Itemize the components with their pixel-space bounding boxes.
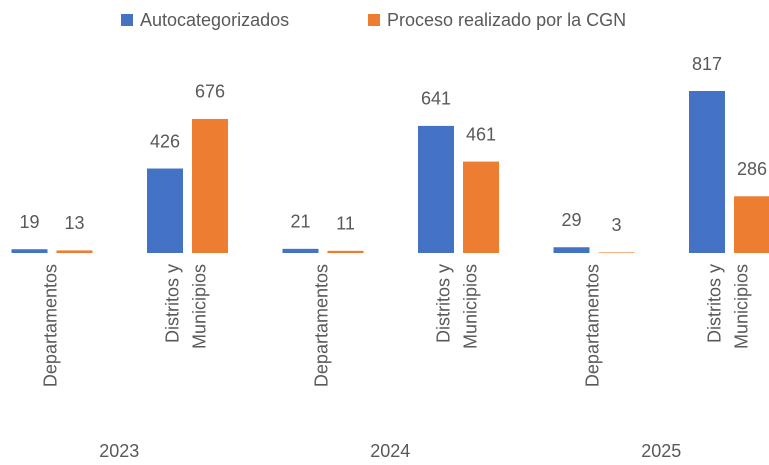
group-label: 2025 — [641, 441, 681, 461]
data-label: 13 — [64, 213, 84, 233]
data-label: 19 — [19, 212, 39, 232]
category-label: Departamentos — [582, 264, 602, 387]
category-label: Departamentos — [40, 264, 60, 387]
category-label: Municipios — [460, 264, 480, 349]
category-label: Municipios — [731, 264, 751, 349]
bar — [56, 250, 93, 253]
data-label: 461 — [466, 124, 496, 144]
data-label: 426 — [150, 131, 180, 151]
bar — [553, 247, 590, 253]
category-label: Distritos y — [704, 264, 724, 343]
data-label: 641 — [421, 89, 451, 109]
bar — [689, 91, 725, 253]
data-label: 286 — [737, 159, 767, 179]
category-label: Municipios — [189, 264, 209, 349]
legend-swatch — [121, 14, 133, 26]
category-label: Departamentos — [311, 264, 331, 387]
bar — [734, 196, 769, 253]
data-label: 11 — [336, 214, 355, 234]
category-label: Distritos y — [433, 264, 453, 343]
bar — [418, 125, 454, 253]
bar — [192, 118, 228, 254]
bar — [282, 248, 319, 253]
group-label: 2023 — [99, 441, 139, 461]
bar — [327, 250, 364, 253]
bar — [147, 168, 183, 253]
data-label: 676 — [195, 82, 225, 102]
bar — [463, 161, 499, 253]
data-label: 21 — [290, 212, 310, 232]
legend-label: Autocategorizados — [140, 10, 289, 30]
data-label: 29 — [561, 210, 581, 230]
bar — [11, 249, 48, 253]
legend-swatch — [368, 14, 380, 26]
data-label: 817 — [692, 54, 722, 74]
group-label: 2024 — [370, 441, 410, 461]
data-label: 3 — [611, 215, 621, 235]
bar — [598, 252, 635, 253]
category-label: Distritos y — [162, 264, 182, 343]
legend-label: Proceso realizado por la CGN — [387, 10, 626, 30]
